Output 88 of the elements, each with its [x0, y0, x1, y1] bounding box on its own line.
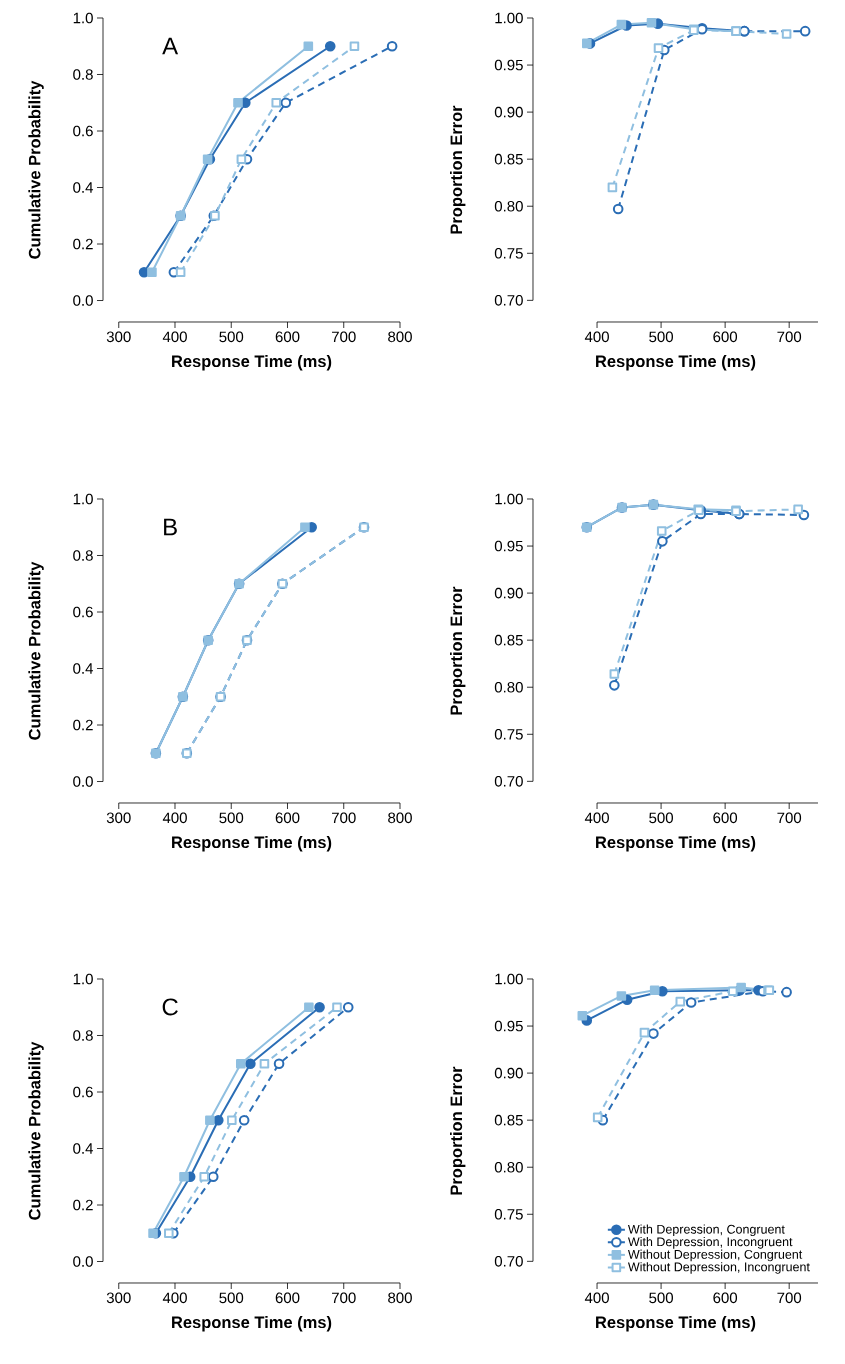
legend-label: With Depression, Incongruent — [627, 1237, 793, 1249]
y-tick-label: 0.0 — [73, 295, 93, 306]
y-tick-label: 0.95 — [494, 540, 523, 552]
y-tick-label: 0.0 — [73, 776, 93, 787]
y-tick-label: 0.80 — [494, 681, 523, 693]
x-tick-label: 400 — [584, 812, 609, 824]
y-tick-label: 0.70 — [494, 1256, 523, 1267]
x-tick-label: 600 — [713, 331, 738, 343]
legend-label: Without Depression, Congruent — [627, 1249, 803, 1262]
x-tick-label: 300 — [106, 1292, 131, 1304]
x-axis-title: Response Time (ms) — [172, 836, 332, 852]
x-axis-title: Response Time (ms) — [596, 836, 756, 852]
y-axis-title: Proportion Error — [450, 1066, 466, 1195]
y-tick-label: 0.85 — [494, 153, 523, 165]
x-tick-label: 400 — [162, 331, 187, 343]
y-tick-label: 0.0 — [73, 1256, 93, 1267]
x-tick-label: 400 — [584, 331, 609, 343]
legend-label: With Depression, Congruent — [627, 1224, 785, 1237]
y-tick-label: 0.2 — [73, 1199, 93, 1211]
y-tick-label: 0.75 — [494, 728, 523, 740]
x-tick-label: 800 — [388, 812, 412, 824]
x-tick-label: 500 — [649, 331, 673, 343]
y-tick-label: 0.8 — [73, 550, 93, 561]
annotation: C — [162, 998, 178, 1016]
x-tick-label: 600 — [713, 812, 738, 824]
y-tick-label: 0.8 — [73, 1030, 93, 1041]
y-tick-label: 0.2 — [73, 238, 93, 250]
y-tick-label: 0.90 — [494, 587, 523, 599]
x-axis-title: Response Time (ms) — [172, 1316, 332, 1332]
x-tick-label: 800 — [388, 1292, 412, 1304]
annotation: A — [162, 37, 179, 55]
y-tick-label: 0.6 — [73, 606, 93, 618]
y-tick-label: 1.0 — [73, 493, 93, 505]
y-tick-label: 0.80 — [494, 200, 523, 212]
x-tick-label: 500 — [219, 812, 244, 824]
y-tick-label: 0.6 — [73, 1086, 93, 1098]
x-tick-label: 400 — [162, 812, 187, 824]
y-tick-label: 0.75 — [494, 1208, 523, 1220]
x-tick-label: 700 — [332, 331, 356, 343]
x-tick-label: 400 — [584, 1292, 609, 1304]
x-tick-label: 700 — [332, 812, 356, 824]
annotation: B — [164, 518, 177, 536]
x-tick-label: 600 — [275, 331, 300, 343]
x-tick-label: 700 — [777, 331, 802, 343]
y-tick-label: 1.0 — [73, 973, 93, 985]
y-tick-label: 1.00 — [495, 493, 523, 505]
y-tick-label: 0.90 — [494, 106, 523, 118]
x-tick-label: 800 — [388, 331, 412, 343]
y-tick-label: 0.70 — [494, 295, 523, 306]
y-tick-label: 0.4 — [73, 1143, 94, 1154]
x-tick-label: 300 — [106, 812, 131, 824]
y-tick-label: 0.85 — [494, 634, 523, 646]
y-tick-label: 0.70 — [494, 776, 523, 787]
y-tick-label: 1.00 — [495, 973, 523, 985]
x-tick-label: 300 — [106, 331, 131, 343]
x-tick-label: 500 — [649, 1292, 673, 1304]
y-axis-title: Proportion Error — [450, 586, 466, 715]
x-axis-title: Response Time (ms) — [172, 355, 332, 371]
x-tick-label: 600 — [275, 812, 300, 824]
y-tick-label: 0.95 — [494, 1020, 523, 1032]
y-axis-title: Cumulative Probability — [28, 1041, 44, 1220]
y-axis-title: Proportion Error — [450, 105, 466, 234]
y-tick-label: 0.4 — [73, 182, 94, 193]
x-axis-title: Response Time (ms) — [596, 1316, 756, 1332]
y-tick-label: 0.90 — [494, 1067, 523, 1079]
y-axis-title: Cumulative Probability — [28, 561, 44, 740]
x-tick-label: 400 — [162, 1292, 187, 1304]
y-tick-label: 0.2 — [73, 719, 93, 731]
y-tick-label: 0.80 — [494, 1161, 523, 1173]
x-tick-label: 600 — [713, 1292, 738, 1304]
x-axis-title: Response Time (ms) — [596, 355, 756, 371]
x-tick-label: 600 — [275, 1292, 300, 1304]
x-tick-label: 500 — [219, 1292, 244, 1304]
y-tick-label: 0.6 — [73, 125, 93, 137]
y-tick-label: 0.85 — [494, 1114, 523, 1126]
legend-label: Without Depression, Incongruent — [627, 1262, 810, 1274]
y-tick-label: 0.8 — [73, 69, 93, 80]
x-tick-label: 700 — [777, 1292, 802, 1304]
x-tick-label: 500 — [219, 331, 244, 343]
x-tick-label: 700 — [777, 812, 802, 824]
y-tick-label: 0.75 — [494, 247, 523, 259]
y-tick-label: 1.0 — [73, 12, 93, 24]
y-tick-label: 0.4 — [73, 663, 94, 674]
y-axis-title: Cumulative Probability — [28, 80, 44, 259]
x-tick-label: 500 — [649, 812, 673, 824]
y-tick-label: 1.00 — [495, 12, 523, 24]
x-tick-label: 700 — [332, 1292, 356, 1304]
y-tick-label: 0.95 — [494, 59, 523, 71]
